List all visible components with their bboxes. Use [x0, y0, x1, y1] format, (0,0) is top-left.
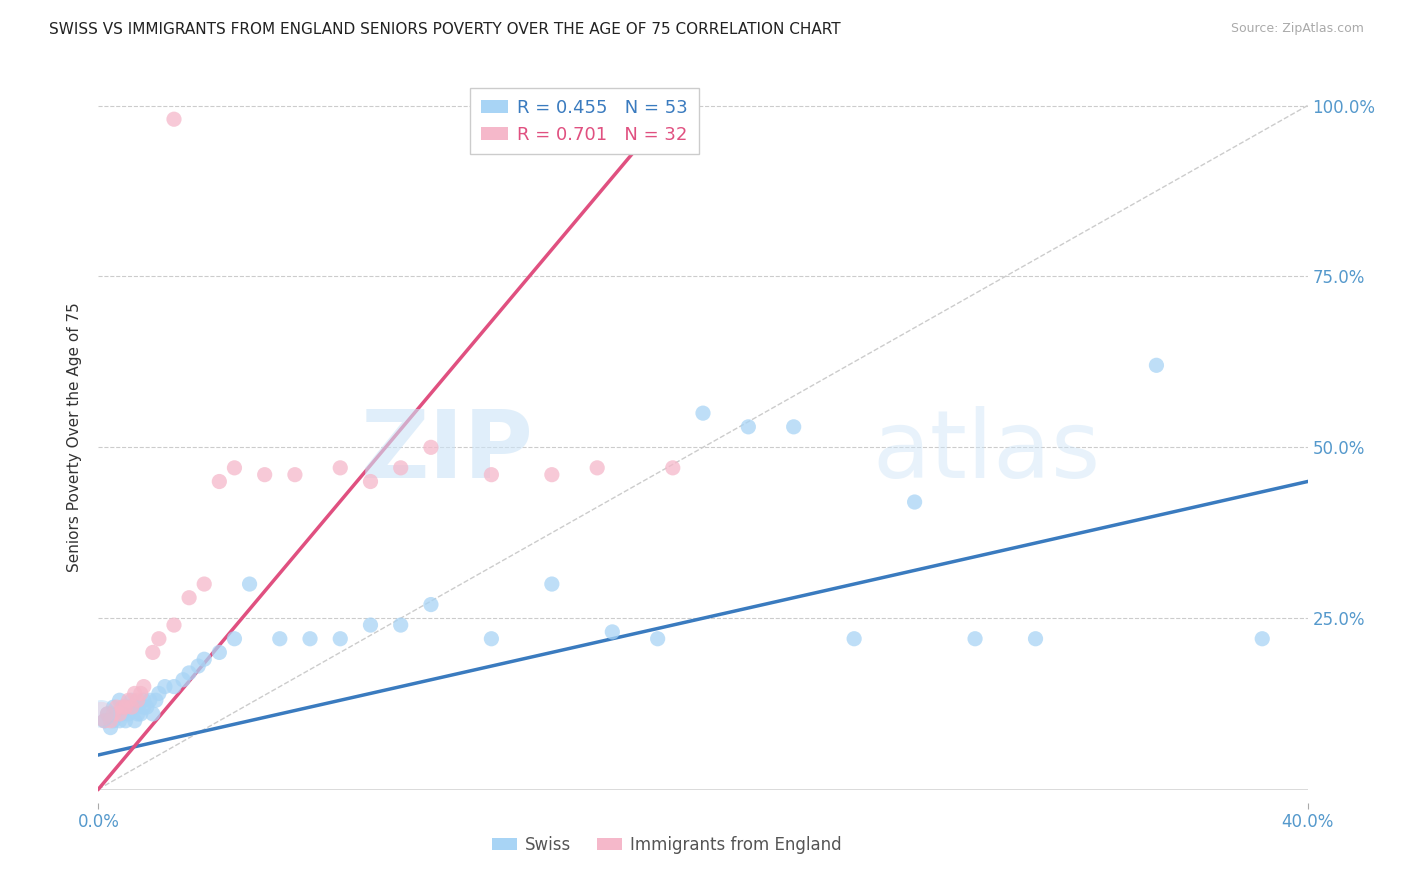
Point: [111, 700, 134, 714]
Point: [127, 693, 149, 707]
Point: [103, 700, 125, 714]
Legend: Swiss, Immigrants from England: Swiss, Immigrants from England: [485, 829, 848, 860]
Point: [139, 693, 162, 707]
Point: [132, 680, 155, 694]
Point: [284, 467, 307, 482]
Point: [124, 686, 146, 700]
Point: [602, 624, 624, 639]
Point: [360, 618, 382, 632]
Point: [103, 706, 125, 721]
Point: [93, 714, 115, 728]
Point: [100, 721, 122, 735]
Point: [904, 495, 927, 509]
Point: [253, 467, 276, 482]
Point: [108, 693, 131, 707]
Point: [420, 440, 443, 454]
Point: [481, 467, 503, 482]
Point: [965, 632, 987, 646]
Point: [129, 686, 152, 700]
Point: [163, 680, 186, 694]
Point: [121, 700, 143, 714]
Point: [93, 714, 115, 728]
Point: [121, 693, 143, 707]
Point: [224, 460, 246, 475]
Point: [1251, 632, 1274, 646]
Text: Source: ZipAtlas.com: Source: ZipAtlas.com: [1230, 22, 1364, 36]
Point: [96, 706, 118, 721]
Point: [118, 700, 141, 714]
Point: [844, 632, 866, 646]
Point: [148, 686, 170, 700]
Point: [163, 618, 186, 632]
Point: [360, 475, 382, 489]
Point: [208, 475, 231, 489]
Point: [132, 693, 155, 707]
Point: [145, 693, 167, 707]
Point: [208, 645, 231, 659]
Point: [108, 714, 131, 728]
Point: [111, 700, 134, 714]
Text: atlas: atlas: [872, 406, 1101, 498]
Point: [783, 420, 806, 434]
Point: [420, 598, 443, 612]
Point: [1144, 359, 1167, 373]
Point: [224, 632, 246, 646]
Point: [90, 706, 112, 721]
Point: [540, 467, 562, 482]
Point: [179, 591, 201, 605]
Point: [586, 460, 609, 475]
Point: [163, 112, 186, 127]
Point: [111, 706, 134, 721]
Point: [148, 632, 170, 646]
Point: [540, 577, 562, 591]
Point: [129, 706, 152, 721]
Point: [142, 645, 165, 659]
Point: [100, 714, 122, 728]
Point: [127, 706, 149, 721]
Point: [193, 652, 215, 666]
Point: [124, 714, 146, 728]
Point: [329, 460, 352, 475]
Point: [105, 706, 128, 721]
Point: [172, 673, 194, 687]
Point: [90, 706, 112, 721]
Point: [269, 632, 291, 646]
Point: [127, 700, 149, 714]
Point: [142, 706, 165, 721]
Point: [153, 680, 176, 694]
Point: [108, 706, 131, 721]
Point: [103, 714, 125, 728]
Point: [118, 706, 141, 721]
Point: [389, 618, 412, 632]
Point: [299, 632, 322, 646]
Point: [1024, 632, 1046, 646]
Point: [96, 706, 118, 721]
Point: [647, 632, 669, 646]
Point: [661, 460, 683, 475]
Point: [692, 406, 714, 420]
Point: [114, 714, 136, 728]
Point: [389, 460, 412, 475]
Point: [329, 632, 352, 646]
Point: [105, 700, 128, 714]
Point: [135, 700, 157, 714]
Point: [179, 665, 201, 680]
Point: [737, 420, 759, 434]
Y-axis label: Seniors Poverty Over the Age of 75: Seniors Poverty Over the Age of 75: [67, 302, 83, 572]
Point: [481, 632, 503, 646]
Point: [114, 700, 136, 714]
Text: ZIP: ZIP: [361, 406, 534, 498]
Text: SWISS VS IMMIGRANTS FROM ENGLAND SENIORS POVERTY OVER THE AGE OF 75 CORRELATION : SWISS VS IMMIGRANTS FROM ENGLAND SENIORS…: [49, 22, 841, 37]
Point: [118, 693, 141, 707]
Point: [239, 577, 262, 591]
Point: [187, 659, 209, 673]
Point: [132, 700, 155, 714]
Point: [193, 577, 215, 591]
